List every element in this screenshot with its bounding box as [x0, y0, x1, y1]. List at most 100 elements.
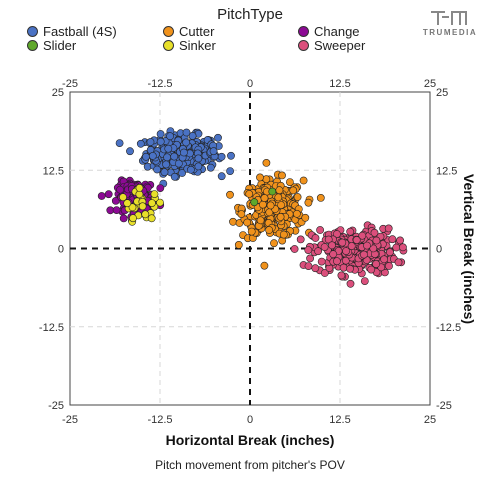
data-point	[209, 147, 218, 156]
data-point	[104, 190, 113, 199]
data-point	[160, 168, 169, 177]
data-point	[346, 264, 354, 273]
data-point	[170, 172, 179, 181]
data-point	[268, 187, 277, 196]
legend-item-sweeper: Sweeper	[298, 38, 365, 53]
data-point	[217, 152, 226, 161]
data-point	[129, 214, 137, 223]
data-point	[97, 192, 106, 200]
data-point	[156, 130, 165, 138]
y-tick-label-left: -25	[48, 400, 64, 412]
data-point	[317, 257, 326, 266]
data-point	[320, 243, 329, 251]
data-point	[320, 269, 329, 277]
data-point	[164, 144, 173, 153]
legend-item-slider: Slider	[27, 38, 76, 53]
data-point	[174, 159, 183, 168]
data-point	[304, 262, 313, 270]
data-point	[237, 210, 246, 218]
legend-marker-icon	[27, 40, 38, 51]
logo-text: TRUMEDIA	[422, 28, 478, 37]
data-point	[188, 131, 197, 140]
y-tick-label-left: -12.5	[39, 322, 64, 334]
data-point	[146, 138, 155, 146]
y-axis-label: Vertical Break (inches)	[461, 173, 477, 325]
data-point	[270, 239, 278, 248]
data-point	[285, 178, 294, 186]
legend-marker-icon	[163, 40, 174, 51]
y-tick-label-right: 25	[436, 87, 448, 99]
data-point	[234, 240, 243, 249]
data-point	[380, 255, 388, 264]
x-tick-label-bottom: 25	[424, 414, 436, 426]
data-point	[156, 198, 164, 207]
data-point	[119, 214, 128, 223]
data-point	[179, 148, 188, 157]
data-point	[352, 236, 361, 244]
data-point	[346, 227, 355, 236]
data-point	[311, 234, 320, 242]
data-point	[265, 226, 273, 234]
trumedia-logo-icon	[431, 11, 467, 25]
data-point	[347, 242, 356, 250]
data-point	[153, 165, 161, 174]
x-tick-label-top: 12.5	[329, 78, 350, 90]
data-point	[186, 165, 195, 174]
legend-marker-icon	[298, 26, 309, 37]
data-point	[147, 214, 156, 223]
data-point	[166, 132, 174, 141]
data-point	[358, 231, 367, 240]
data-point	[250, 198, 259, 207]
data-point	[156, 184, 165, 192]
data-point	[247, 227, 256, 236]
data-point	[370, 228, 379, 237]
y-tick-label-right: -12.5	[436, 322, 461, 334]
data-point	[304, 198, 313, 207]
data-point	[316, 193, 325, 202]
y-tick-label-left: 0	[58, 244, 64, 256]
data-point	[301, 213, 310, 222]
data-point	[163, 153, 171, 162]
data-point	[363, 241, 371, 250]
data-point	[229, 217, 237, 226]
data-point	[266, 201, 275, 210]
chart-caption: Pitch movement from pitcher's POV	[155, 458, 345, 472]
data-point	[290, 245, 299, 253]
data-point	[388, 235, 397, 244]
data-point	[275, 186, 284, 195]
data-points	[97, 127, 408, 288]
data-point	[299, 176, 308, 185]
data-point	[394, 258, 403, 267]
legend-label: Fastball (4S)	[43, 24, 117, 39]
data-point	[194, 162, 203, 171]
data-point	[148, 151, 157, 160]
series-slider	[250, 187, 277, 207]
data-point	[115, 139, 124, 147]
data-point	[392, 243, 401, 252]
data-point	[329, 250, 338, 259]
data-point	[359, 250, 368, 259]
data-point	[293, 193, 302, 201]
data-point	[182, 128, 191, 137]
data-point	[304, 246, 313, 254]
data-point	[182, 138, 190, 147]
x-tick-label-top: 25	[424, 78, 436, 90]
data-point	[136, 139, 145, 148]
data-point	[260, 261, 269, 270]
data-point	[156, 137, 165, 146]
data-point	[279, 230, 288, 239]
legend-title: PitchType	[217, 6, 283, 23]
x-tick-label-bottom: -25	[62, 414, 78, 426]
data-point	[245, 189, 254, 198]
data-point	[135, 183, 144, 192]
data-point	[311, 264, 320, 273]
data-point	[332, 230, 341, 238]
data-point	[119, 193, 127, 202]
data-point	[227, 151, 235, 160]
legend-label: Sinker	[179, 38, 216, 53]
data-point	[147, 199, 156, 207]
data-point	[138, 202, 147, 211]
data-point	[367, 265, 376, 274]
